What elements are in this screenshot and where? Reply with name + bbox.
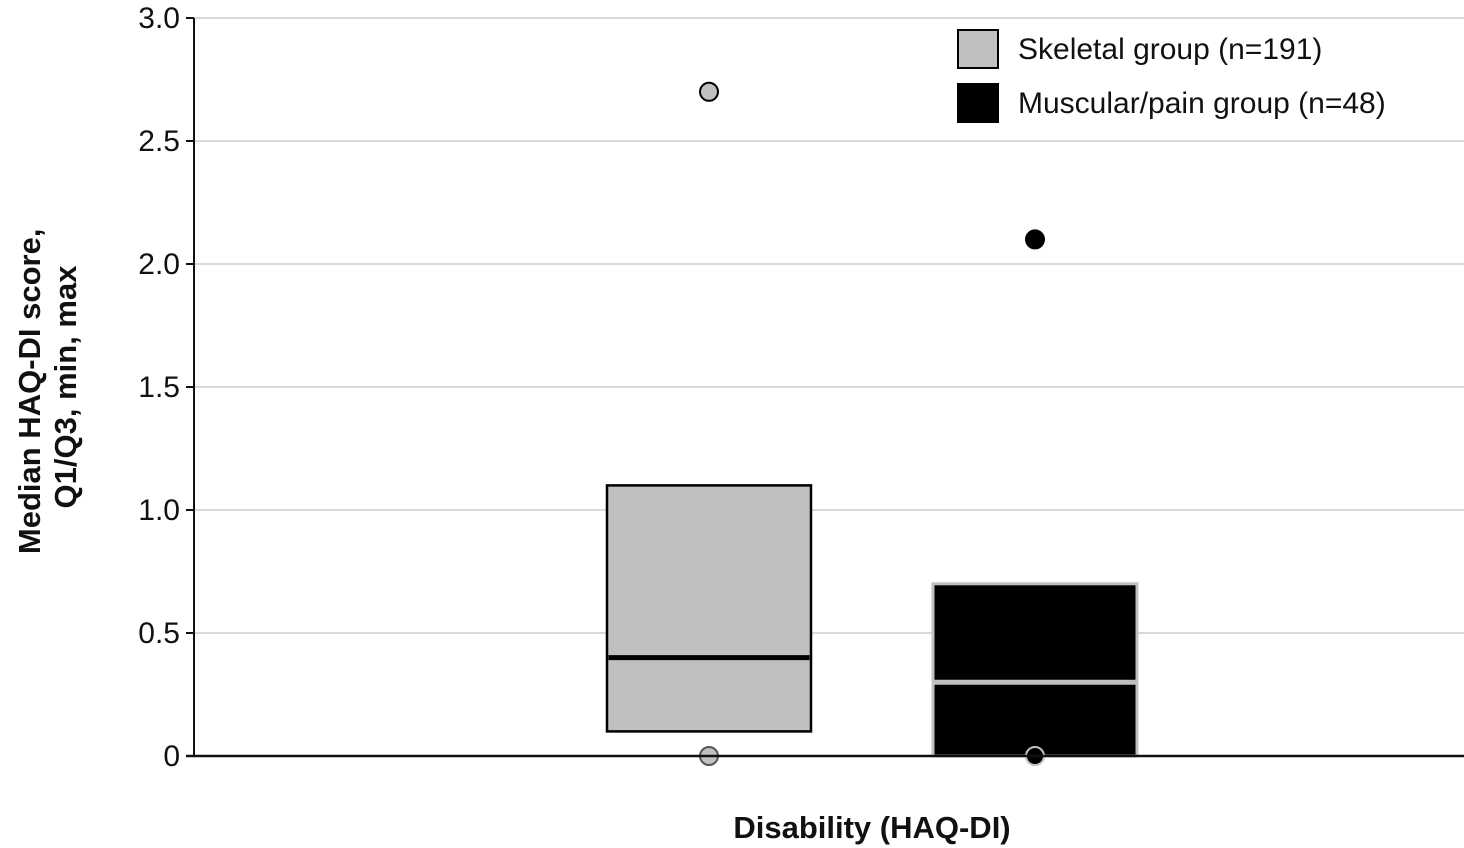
box-muscular [931, 582, 1139, 758]
y-axis-title-line-2: Q1/Q3, min, max [48, 265, 83, 509]
legend-label-skeletal: Skeletal group (n=191) [1018, 33, 1322, 66]
legend-label-muscular: Muscular/pain group (n=48) [1018, 87, 1386, 120]
axes: 0 0.5 1.0 1.5 2.0 2.5 3.0 [138, 2, 1464, 773]
y-tick-label: 0.5 [138, 617, 180, 650]
max-marker-skeletal [699, 81, 719, 102]
y-axis-title: Median HAQ-DI score, Q1/Q3, min, max [12, 220, 83, 554]
y-tick-label: 1.5 [138, 371, 180, 404]
y-tick-label: 0 [163, 740, 180, 773]
y-tick-label: 3.0 [138, 2, 180, 35]
y-tick-label: 1.0 [138, 494, 180, 527]
max-marker-muscular [1025, 229, 1045, 250]
y-tick-label: 2.5 [138, 125, 180, 158]
legend: Skeletal group (n=191) Muscular/pain grou… [957, 29, 1386, 123]
box-skeletal [605, 484, 813, 733]
x-axis-title: Disability (HAQ-DI) [733, 810, 1010, 845]
legend-swatch-muscular [957, 83, 999, 123]
y-tick-label: 2.0 [138, 248, 180, 281]
y-axis-title-line-1: Median HAQ-DI score, [12, 229, 47, 555]
boxes [605, 81, 1139, 766]
gridlines [194, 17, 1464, 634]
legend-swatch-skeletal [957, 29, 999, 69]
